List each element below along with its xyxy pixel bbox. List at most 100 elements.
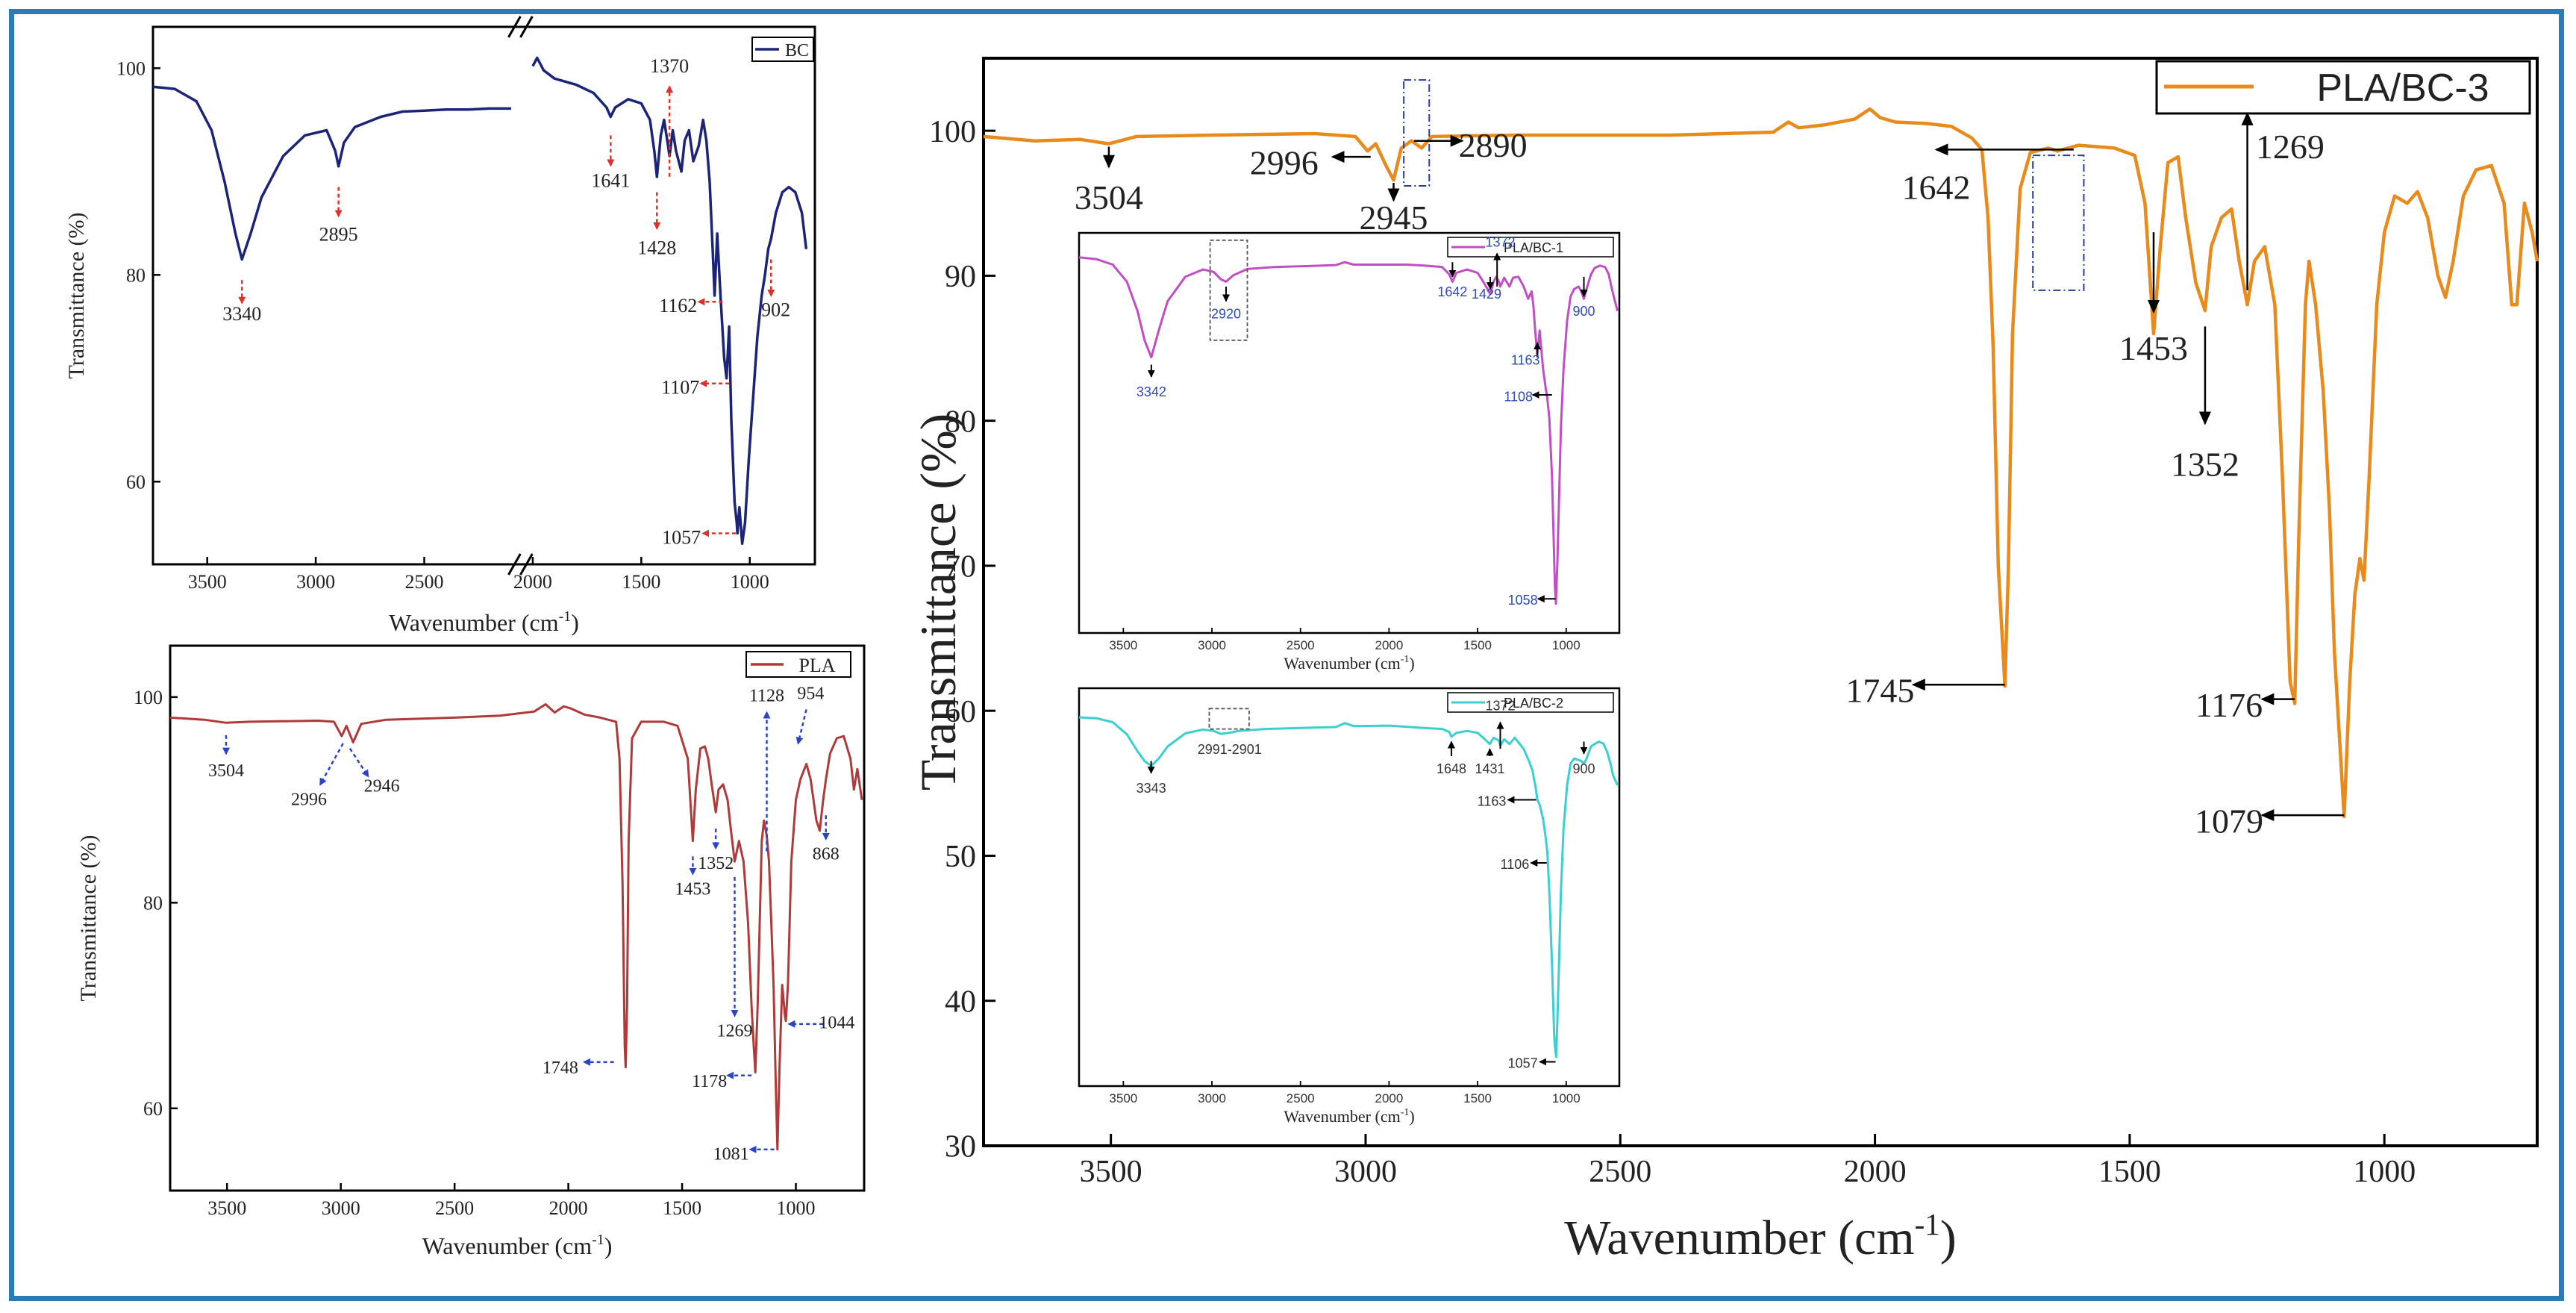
peak-arrow bbox=[795, 709, 807, 745]
x-tick-label: 3500 bbox=[188, 571, 227, 593]
y-tick-label: 90 bbox=[945, 260, 976, 294]
x-tick-label: 3500 bbox=[1080, 1155, 1142, 1189]
text-label: 2996 bbox=[291, 790, 327, 809]
inset-legend-label: PLA/BC-1 bbox=[1504, 240, 1563, 255]
x-tick-label: 2500 bbox=[1287, 1091, 1315, 1105]
y-tick-label: 40 bbox=[945, 985, 976, 1019]
text-label: 1079 bbox=[2195, 802, 2263, 840]
text-label: 1128 bbox=[749, 686, 784, 705]
y-tick-label: 100 bbox=[929, 115, 976, 149]
text-label: 1431 bbox=[1475, 761, 1504, 776]
text-label: 902 bbox=[761, 299, 790, 321]
pla-spectrum bbox=[169, 703, 863, 1151]
highlight-box bbox=[1208, 708, 1250, 730]
text-label: 2895 bbox=[319, 224, 358, 246]
text-label: 1044 bbox=[819, 1013, 854, 1032]
x-tick-label: 1000 bbox=[777, 1197, 816, 1219]
bc-legend-label: BC bbox=[785, 41, 809, 60]
main-layer: 3500 3000 2500 2000 1500 1000 60 80 100 Transmitt… bbox=[64, 16, 2539, 1265]
text-label: 3504 bbox=[1075, 178, 1143, 216]
x-tick-label: 2500 bbox=[1287, 638, 1315, 652]
inset-legend bbox=[1447, 237, 1614, 258]
text-label: 1642 bbox=[1902, 168, 1971, 206]
inset-frame bbox=[1078, 231, 1621, 634]
text-label: 1642 bbox=[1437, 284, 1467, 299]
peak-arrow bbox=[348, 748, 369, 778]
text-label: 1429 bbox=[1472, 287, 1501, 302]
x-tick-label: 1500 bbox=[2098, 1155, 2161, 1189]
axis-break-mark bbox=[507, 16, 522, 38]
text-label: 1108 bbox=[1504, 390, 1533, 405]
inset-frame bbox=[1078, 687, 1621, 1088]
x-tick-label: 1000 bbox=[1552, 638, 1581, 652]
bc-spectrum-right bbox=[531, 56, 808, 546]
text-label: 868 bbox=[813, 844, 840, 864]
x-tick-label: 2000 bbox=[549, 1197, 588, 1219]
x-tick-label: 3500 bbox=[207, 1197, 246, 1219]
y-tick-label: 80 bbox=[945, 405, 976, 439]
text-label: 1453 bbox=[675, 879, 710, 899]
x-tick-label: 2500 bbox=[405, 571, 444, 593]
text-label: 1641 bbox=[591, 170, 630, 192]
pla-panel: 3500 3000 2500 2000 1500 1000 60 80 100 Transmitt… bbox=[76, 644, 866, 1259]
x-axis-label: Wavenumber (cm-1) bbox=[1284, 1107, 1414, 1126]
x-tick-label: 2500 bbox=[435, 1197, 474, 1219]
y-tick-label: 60 bbox=[143, 1098, 163, 1120]
y-tick-label: 70 bbox=[945, 550, 976, 584]
text-label: 1745 bbox=[1845, 672, 1914, 710]
x-tick-label: 1500 bbox=[1463, 1091, 1492, 1105]
text-label: 1162 bbox=[659, 295, 697, 316]
text-label: 3340 bbox=[222, 303, 261, 325]
x-tick-label: 1500 bbox=[622, 571, 660, 593]
text-label: 3343 bbox=[1137, 781, 1166, 796]
main-legend-label: PLA/BC-3 bbox=[2316, 66, 2489, 110]
x-tick-label: 3000 bbox=[296, 571, 335, 593]
text-label: 1107 bbox=[661, 377, 699, 399]
text-label: 900 bbox=[1573, 304, 1595, 319]
text-label: 1081 bbox=[713, 1145, 749, 1164]
text-label: 1352 bbox=[2171, 445, 2239, 483]
text-label: 1178 bbox=[692, 1072, 727, 1091]
x-tick-label: 3000 bbox=[1334, 1155, 1397, 1189]
y-tick-label: 80 bbox=[143, 892, 163, 914]
x-tick-label: 1500 bbox=[1463, 638, 1492, 652]
bc-panel: 3500 3000 2500 2000 1500 1000 60 80 100 Transmitt… bbox=[64, 16, 816, 636]
x-tick-label: 3000 bbox=[1198, 1091, 1226, 1105]
text-label: 2890 bbox=[1459, 126, 1528, 164]
text-label: 1372 bbox=[1485, 234, 1515, 249]
text-label: 2991-2901 bbox=[1198, 742, 1262, 757]
text-label: 1748 bbox=[543, 1058, 578, 1078]
main-y-axis-label: Transmittance (%) bbox=[910, 414, 966, 790]
bc-spectrum-left bbox=[152, 85, 511, 261]
text-label: 1057 bbox=[662, 526, 701, 548]
text-label: 1163 bbox=[1511, 352, 1540, 367]
text-label: 1106 bbox=[1501, 857, 1530, 872]
x-tick-label: 1000 bbox=[2353, 1155, 2416, 1189]
text-label: 1372 bbox=[1485, 698, 1515, 713]
text-label: 1057 bbox=[1508, 1055, 1538, 1070]
text-label: 1269 bbox=[717, 1021, 753, 1041]
x-tick-label: 2000 bbox=[513, 571, 552, 593]
x-tick-label: 2000 bbox=[1375, 638, 1403, 652]
pla-y-axis-label: Transmittance (%) bbox=[76, 835, 101, 1001]
peak-arrow bbox=[319, 743, 344, 786]
text-label: 3342 bbox=[1137, 384, 1166, 399]
y-tick-label: 100 bbox=[116, 57, 146, 79]
pla-bc-1-spectrum bbox=[1078, 256, 1619, 605]
x-tick-label: 1000 bbox=[731, 571, 769, 593]
x-axis-label: Wavenumber (cm-1) bbox=[1564, 1207, 1956, 1265]
x-tick-label: 3500 bbox=[1109, 638, 1137, 652]
text-label: 1163 bbox=[1478, 793, 1507, 808]
x-axis-label: Wavenumber (cm-1) bbox=[1284, 654, 1414, 673]
text-label: 1370 bbox=[650, 55, 689, 77]
text-label: 2996 bbox=[1250, 143, 1319, 181]
bc-y-axis-label: Transmittance (%) bbox=[64, 212, 89, 378]
y-tick-label: 80 bbox=[126, 264, 146, 286]
y-tick-label: 60 bbox=[126, 471, 146, 493]
y-tick-label: 50 bbox=[945, 840, 976, 874]
axis-break-mark bbox=[519, 16, 534, 38]
text-label: 1648 bbox=[1437, 761, 1466, 776]
axis-break-mark bbox=[519, 553, 534, 576]
inset-legend-label: PLA/BC-2 bbox=[1504, 696, 1563, 711]
